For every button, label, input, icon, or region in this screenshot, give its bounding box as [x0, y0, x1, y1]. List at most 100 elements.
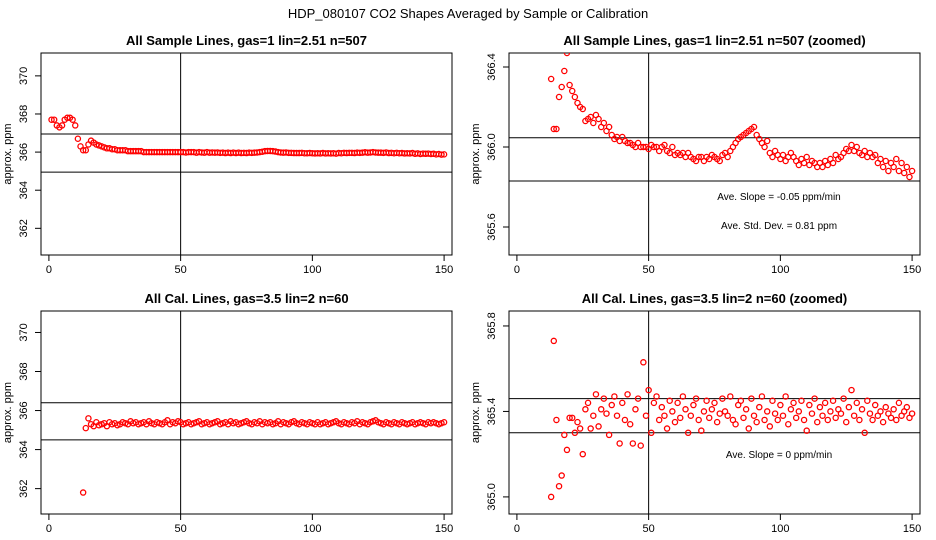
data-point [679, 393, 687, 400]
data-point [655, 416, 663, 424]
data-point [576, 425, 584, 432]
data-point [658, 403, 666, 411]
data-point [653, 393, 660, 400]
data-point [711, 399, 718, 407]
data-point [737, 397, 745, 404]
data-point [732, 421, 739, 428]
data-point [761, 416, 768, 424]
data-point [829, 159, 837, 167]
data-point [816, 403, 824, 411]
data-point [837, 410, 845, 417]
y-tick-label: 366 [18, 401, 30, 419]
x-tick-label: 50 [643, 264, 655, 276]
data-point [745, 425, 753, 432]
data-point [566, 414, 573, 422]
data-point [671, 418, 679, 426]
data-point [571, 93, 579, 101]
data-point [893, 416, 900, 424]
data-point [800, 416, 808, 424]
data-point [571, 429, 579, 437]
data-point [877, 155, 884, 163]
data-point [724, 153, 731, 161]
data-point [761, 143, 768, 151]
data-point [792, 414, 800, 422]
data-point [74, 135, 82, 143]
data-point [864, 397, 871, 404]
x-tick-label: 0 [46, 523, 52, 535]
data-point [742, 406, 750, 413]
data-point [608, 401, 616, 409]
panel-title: All Cal. Lines, gas=3.5 lin=2 n=60 (zoom… [582, 291, 848, 306]
data-point [903, 163, 911, 171]
data-point [803, 427, 810, 434]
data-point [692, 395, 700, 402]
data-point [561, 431, 568, 439]
data-point [898, 159, 905, 167]
y-tick-label: 368 [18, 362, 30, 380]
data-point [716, 157, 724, 165]
panel-1: All Sample Lines, gas=1 lin=2.51 n=507 0 5… [2, 33, 453, 276]
x-tick-label: 100 [771, 264, 789, 276]
data-point [642, 412, 650, 419]
data-point [861, 147, 868, 155]
data-point [829, 397, 837, 404]
data-point [750, 123, 758, 131]
data-point [824, 161, 832, 169]
data-point [595, 423, 602, 430]
chart-panels: All Sample Lines, gas=1 lin=2.51 n=507 0 5… [2, 33, 921, 535]
data-point [866, 410, 874, 417]
data-point [592, 391, 600, 398]
data-point [853, 143, 861, 151]
data-point [824, 416, 832, 424]
y-tick-label: 365.0 [486, 483, 498, 511]
y-axis-label: approx. ppm [470, 123, 482, 184]
data-point [645, 386, 652, 394]
data-point [611, 393, 618, 400]
data-point [600, 395, 608, 402]
data-point [893, 155, 900, 163]
data-point [661, 412, 668, 419]
y-tick-label: 370 [18, 67, 30, 85]
data-point [798, 397, 805, 404]
data-point [568, 414, 576, 422]
data-point [674, 399, 681, 407]
y-tick-label: 366.0 [486, 133, 498, 161]
data-point [908, 410, 916, 417]
data-point [766, 423, 774, 430]
data-point [650, 399, 658, 407]
plot-frame [508, 310, 921, 515]
data-point [779, 412, 787, 419]
data-point [842, 418, 850, 426]
data-point [58, 122, 66, 129]
data-point [811, 395, 818, 402]
data-point [547, 75, 555, 83]
data-point [616, 440, 623, 447]
data-point [750, 412, 758, 419]
data-point [840, 395, 847, 402]
data-point [814, 418, 821, 426]
data-point [795, 161, 803, 169]
data-point [605, 123, 613, 131]
data-point [885, 167, 892, 175]
data-point [887, 414, 895, 422]
data-point [547, 493, 555, 501]
data-point [558, 472, 565, 479]
data-point [661, 141, 668, 149]
data-point [64, 114, 71, 122]
data-points [547, 53, 916, 181]
data-point [582, 406, 589, 413]
y-tick-label: 365.4 [486, 398, 498, 426]
data-point [579, 450, 587, 458]
data-point [640, 359, 647, 366]
data-point [568, 87, 576, 95]
data-point [803, 153, 810, 161]
x-tick-label: 100 [771, 523, 789, 535]
x-tick-label: 0 [514, 523, 520, 535]
annotation: Ave. Slope = 0 ppm/min [726, 450, 832, 461]
data-point [550, 337, 558, 345]
data-point [684, 429, 692, 437]
data-point [869, 416, 876, 424]
panel-title: All Cal. Lines, gas=3.5 lin=2 n=60 [144, 291, 348, 306]
data-point [640, 143, 647, 151]
data-point [879, 163, 887, 171]
